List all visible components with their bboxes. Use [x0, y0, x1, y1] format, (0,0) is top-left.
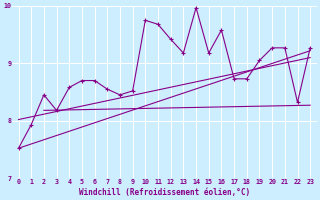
X-axis label: Windchill (Refroidissement éolien,°C): Windchill (Refroidissement éolien,°C) — [79, 188, 250, 197]
